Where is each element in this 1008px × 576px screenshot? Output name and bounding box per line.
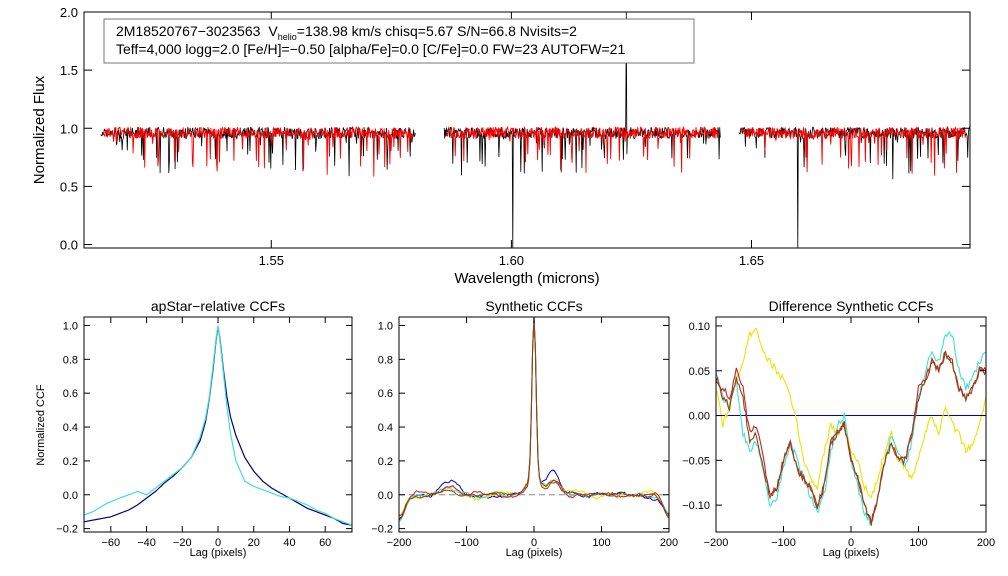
- spectrum-info-line2: Teff=4,000 logg=2.0 [Fe/H]=−0.50 [alpha/…: [116, 41, 625, 57]
- apstar-ccf-series: [83, 325, 353, 526]
- apstar-ccf-line-visit-2: [83, 325, 353, 526]
- difference-ccf-title: Difference Synthetic CCFs: [769, 298, 934, 314]
- synthetic_ccf-ytick-label: 0.8: [378, 354, 393, 366]
- synthetic_ccf-ytick-label: 0.2: [378, 456, 393, 468]
- difference-ccf-ticks: −200 −100 0 100 200 −0.10 −0.05 0.00 0.05 0.10: [682, 317, 995, 549]
- difference_ccf-xtick-label: 0: [848, 537, 854, 549]
- spectrum-ylabel: Normalized Flux: [31, 75, 48, 184]
- vhelio-symbol: V: [268, 23, 278, 39]
- vhelio-subscript: helio: [278, 32, 297, 42]
- apstar_ccf-ytick-label: 1.0: [63, 320, 78, 332]
- synthetic-ccf-title: Synthetic CCFs: [485, 298, 582, 314]
- synthetic_ccf-xtick-label: 100: [592, 537, 610, 549]
- synthetic-ccf-axes-frame: [398, 316, 670, 533]
- synthetic_ccf-xtick-label: −200: [387, 537, 412, 549]
- apstar_ccf-xtick-label: 20: [248, 537, 260, 549]
- synthetic-ccf-line-series-1: [398, 316, 670, 521]
- synthetic_ccf-ytick-label: −0.2: [371, 524, 393, 536]
- synthetic_ccf-ytick-label: 0.6: [378, 388, 393, 400]
- spectrum-info-box: [103, 18, 695, 64]
- synthetic_ccf-ytick-label: 0.4: [378, 422, 393, 434]
- synthetic-ccf-line-series-4: [398, 316, 670, 516]
- difference-ccf-panel: Difference Synthetic CCFs −200 −100 0 100 20…: [682, 298, 995, 559]
- synthetic_ccf-ytick-label: 1.0: [378, 320, 393, 332]
- spectrum-ytick-label: 1.0: [60, 121, 78, 136]
- apstar_ccf-xtick-label: −40: [137, 537, 156, 549]
- difference_ccf-ytick-label: 0.10: [689, 321, 710, 333]
- synthetic_ccf-ytick-label: 0.0: [378, 490, 393, 502]
- apstar-ccf-panel: apStar−relative CCFs −60 −40 −20 0 20 40 60 −0.…: [35, 298, 353, 559]
- apstar_ccf-ytick-label: 0.0: [63, 490, 78, 502]
- apstar_ccf-ytick-label: 0.2: [63, 456, 78, 468]
- spectrum-xlabel: Wavelength (microns): [454, 270, 599, 287]
- model-spectrum-segment: [102, 126, 414, 177]
- apstar_ccf-xtick-label: 0: [215, 537, 221, 549]
- apstar_ccf-xtick-label: −60: [101, 537, 120, 549]
- synthetic_ccf-xtick-label: 200: [660, 537, 678, 549]
- synthetic_ccf-xtick-label: 0: [531, 537, 537, 549]
- synthetic_ccf-xtick-label: −100: [454, 537, 479, 549]
- spectrum-series: [100, 11, 971, 249]
- spectrum-ticks: 1.55 1.60 1.65 0.0 0.5 1.0 1.5 2.0: [60, 5, 970, 268]
- difference_ccf-ytick-label: 0.00: [689, 411, 710, 423]
- apstar-ccf-axes-frame: [83, 316, 353, 533]
- difference_ccf-ytick-label: −0.05: [682, 455, 710, 467]
- synthetic-ccf-ticks: −200 −100 0 100 200 −0.2 0.0 0.2 0.4 0.6 0.8 1.0: [371, 317, 678, 549]
- difference_ccf-xtick-label: −100: [771, 537, 796, 549]
- apstar_ccf-ytick-label: 0.8: [63, 354, 78, 366]
- synthetic-ccf-line-series-5: [398, 318, 670, 520]
- apstar_ccf-ytick-label: −0.2: [56, 524, 78, 536]
- spectrum-xtick-label: 1.65: [739, 253, 764, 268]
- spectrum-xtick-label: 1.55: [259, 253, 284, 268]
- difference-ccf-axes-frame: [715, 316, 987, 533]
- star-id: 2M18520767−3023563: [116, 23, 261, 39]
- synthetic-ccf-panel: Synthetic CCFs −200 −100 0 100 200 −0.2 0.0 0.2…: [371, 298, 678, 559]
- spectrum-axes-frame: [83, 11, 971, 249]
- difference_ccf-xtick-label: 200: [977, 537, 995, 549]
- apstar-ccf-line-visit-1: [83, 327, 353, 526]
- difference-ccf-xlabel: Lag (pixels): [823, 547, 880, 559]
- spectrum-ytick-label: 1.5: [60, 63, 78, 78]
- apstar-ccf-ticks: −60 −40 −20 0 20 40 60 −0.2 0.0 0.2 0.4 0.6 0.8 1.0: [56, 317, 352, 549]
- spectrum-xtick-label: 1.60: [499, 253, 524, 268]
- apstar_ccf-ytick-label: 0.4: [63, 422, 78, 434]
- difference_ccf-ytick-label: −0.10: [682, 500, 710, 512]
- apstar-ccf-xlabel: Lag (pixels): [190, 547, 247, 559]
- apstar-ccf-title: apStar−relative CCFs: [151, 298, 285, 314]
- difference_ccf-ytick-label: 0.05: [689, 366, 710, 378]
- spectrum-panel: 1.55 1.60 1.65 0.0 0.5 1.0 1.5 2.0 2M18520767−3…: [31, 5, 971, 287]
- difference-ccf-line-yellow: [715, 328, 987, 499]
- synthetic-ccf-line-series-3: [398, 316, 670, 522]
- synthetic-ccf-xlabel: Lag (pixels): [506, 547, 563, 559]
- model-spectrum-segment: [741, 125, 966, 176]
- synthetic-ccf-series: [398, 316, 670, 522]
- apstar_ccf-ytick-label: 0.6: [63, 388, 78, 400]
- apstar_ccf-xtick-label: 60: [319, 537, 331, 549]
- apstar_ccf-xtick-label: 40: [283, 537, 295, 549]
- apstar_ccf-xtick-label: −20: [173, 537, 192, 549]
- difference_ccf-xtick-label: 100: [909, 537, 927, 549]
- spectrum-ytick-label: 2.0: [60, 5, 78, 20]
- spectrum-ytick-label: 0.5: [60, 179, 78, 194]
- difference-ccf-series: [715, 328, 987, 527]
- spectrum-info-line1: 2M18520767−3023563 Vhelio=138.98 km/s chi…: [116, 23, 577, 42]
- difference-ccf-line-brown: [715, 350, 987, 526]
- apstar-ccf-ylabel: Normalized CCF: [35, 384, 47, 466]
- difference_ccf-xtick-label: −200: [704, 537, 729, 549]
- spectrum-ytick-label: 0.0: [60, 238, 78, 253]
- model-spectrum-segment: [446, 125, 719, 173]
- difference-ccf-line-red: [715, 350, 987, 525]
- spectrum-info-stats: =138.98 km/s chisq=5.67 S/N=66.8 Nvisits…: [297, 23, 577, 39]
